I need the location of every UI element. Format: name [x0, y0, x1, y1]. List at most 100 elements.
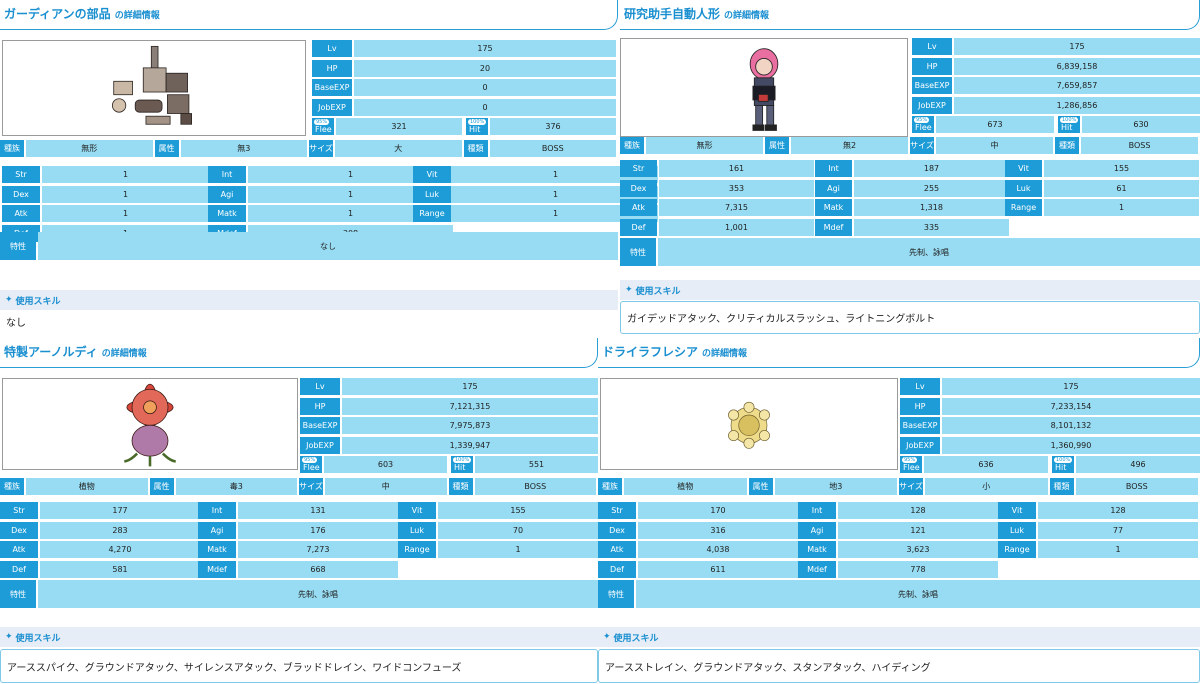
lv-label: Lv [300, 378, 340, 395]
matk-value: 1,318 [854, 199, 1009, 216]
baseexp-label: BaseEXP [900, 417, 940, 434]
race-label: 種族 [0, 140, 24, 157]
baseexp-label: BaseEXP [300, 417, 340, 434]
skill-heading: 使用スキル [15, 633, 61, 644]
atk-label: Atk [620, 199, 657, 216]
str-value: 1 [42, 166, 209, 183]
trait-value: なし [38, 232, 618, 260]
matk-label: Matk [815, 199, 852, 216]
hit-label: 100% Hit [1058, 116, 1080, 133]
range-label: Range [413, 205, 451, 222]
sparkle-icon: ✦ [603, 632, 611, 642]
int-label: Int [815, 160, 852, 177]
sparkle-icon: ✦ [625, 285, 633, 295]
size-value: 小 [925, 478, 1048, 495]
element-value: 無2 [791, 137, 908, 154]
dex-value: 1 [42, 185, 209, 203]
atk-value: 1 [42, 205, 209, 222]
monster-name[interactable]: 研究助手自動人形 [624, 7, 721, 21]
monster-name-heading[interactable]: ガーディアンの部品 の詳細情報 [4, 5, 160, 22]
atk-value: 7,315 [659, 199, 814, 216]
mdef-label: Mdef [198, 560, 236, 578]
baseexp-value: 8,101,132 [942, 417, 1200, 434]
def-value: 1,001 [659, 218, 814, 236]
element-value: 毒3 [175, 478, 297, 495]
monster-name[interactable]: 特製アーノルディ [4, 345, 98, 359]
vit-label: Vit [1005, 160, 1042, 177]
baseexp-value: 7,975,873 [342, 417, 598, 434]
hp-value: 6,839,158 [954, 57, 1200, 75]
luk-label: Luk [998, 521, 1036, 539]
flee-label: 95% Flee [312, 118, 334, 135]
lv-value: 175 [942, 378, 1200, 395]
monster-title-bar: 特製アーノルディ の詳細情報 [0, 338, 598, 368]
flee-label-text: Flee [303, 463, 320, 472]
luk-value: 1 [453, 185, 658, 203]
monster-name[interactable]: ガーディアンの部品 [4, 7, 111, 21]
jobexp-label: JobEXP [900, 436, 940, 454]
monster-title-bar: ガーディアンの部品 の詳細情報 [0, 0, 618, 30]
matk-label: Matk [798, 541, 836, 558]
dex-value: 316 [638, 521, 798, 539]
mdef-label: Mdef [815, 218, 852, 236]
luk-label: Luk [398, 521, 436, 539]
skill-heading: 使用スキル [635, 286, 681, 297]
monster-name-heading[interactable]: 特製アーノルディ の詳細情報 [4, 343, 147, 360]
skill-list: なし [0, 312, 618, 330]
agi-label: Agi [798, 521, 836, 539]
hit-label: 100% Hit [451, 456, 473, 473]
type-value: BOSS [1081, 137, 1198, 154]
hit-value: 496 [1076, 456, 1200, 473]
monster-name-heading[interactable]: 研究助手自動人形 の詳細情報 [624, 5, 769, 22]
skill-list: ガイデッドアタック、クリティカルスラッシュ、ライトニングボルト [620, 301, 1200, 334]
agi-label: Agi [198, 521, 236, 539]
flee-label-text: Flee [915, 123, 932, 132]
element-label: 属性 [748, 478, 773, 495]
atk-value: 4,038 [638, 541, 798, 558]
sparkle-icon: ✦ [5, 632, 13, 642]
hit-percent-badge: 100% [453, 457, 472, 463]
hit-label: 100% Hit [1052, 456, 1074, 473]
type-label: 種類 [463, 140, 488, 157]
hit-label-text: Hit [454, 463, 466, 472]
matk-value: 1 [248, 205, 453, 222]
skill-names: アースストレイン、グラウンドアタック、スタンアタック、ハイディング [605, 662, 931, 674]
flee-value: 321 [336, 118, 462, 135]
monster-panel: 特製アーノルディ の詳細情報 Lv 175 HP 7,121,315 BaseEXP 7,97… [0, 338, 598, 683]
int-value: 128 [838, 502, 998, 519]
dry-rafflesia-sprite [728, 401, 770, 449]
str-value: 177 [40, 502, 200, 519]
arnoldi-sprite [124, 383, 176, 467]
skill-names: ガイデッドアタック、クリティカルスラッシュ、ライトニングボルト [627, 314, 936, 325]
trait-label: 特性 [620, 238, 656, 266]
monster-image [620, 38, 908, 137]
size-label: サイズ [309, 140, 333, 157]
skill-heading: 使用スキル [613, 633, 659, 644]
vit-label: Vit [398, 502, 436, 519]
str-label: Str [2, 166, 40, 183]
type-value: BOSS [1075, 478, 1198, 495]
int-label: Int [208, 166, 246, 183]
agi-value: 1 [248, 185, 453, 203]
vit-value: 1 [453, 166, 658, 183]
monster-name[interactable]: ドライラフレシア [602, 345, 699, 359]
int-value: 187 [854, 160, 1009, 177]
hit-label-text: Hit [1061, 123, 1073, 132]
flee-label-text: Flee [315, 125, 332, 134]
matk-value: 3,623 [838, 541, 998, 558]
vit-label: Vit [998, 502, 1036, 519]
hp-value: 7,121,315 [342, 397, 598, 415]
monster-name-heading[interactable]: ドライラフレシア の詳細情報 [602, 343, 747, 360]
agi-value: 176 [238, 521, 398, 539]
range-value: 1 [438, 541, 598, 558]
str-value: 170 [638, 502, 798, 519]
hit-value: 551 [475, 456, 598, 473]
hit-percent-badge: 100% [468, 119, 487, 125]
detail-label: の詳細情報 [101, 349, 147, 359]
automaton-sprite [749, 48, 779, 131]
race-value: 植物 [26, 478, 148, 495]
dex-label: Dex [620, 179, 657, 197]
range-value: 1 [1038, 541, 1198, 558]
detail-label: の詳細情報 [114, 11, 160, 21]
size-label: サイズ [299, 478, 323, 495]
